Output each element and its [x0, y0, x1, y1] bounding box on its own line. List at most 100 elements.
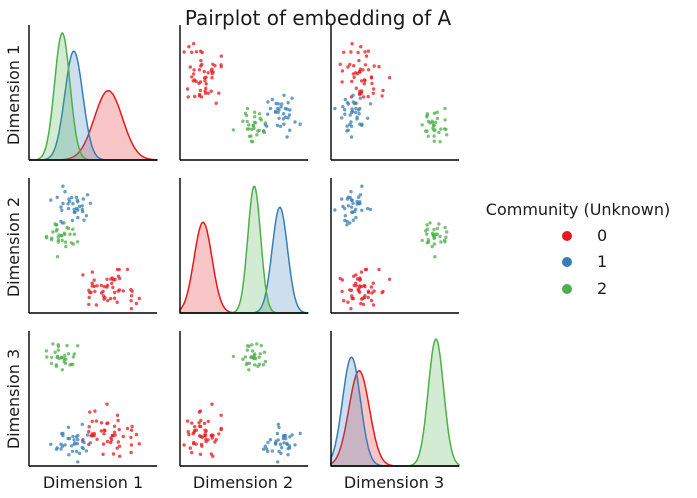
scatter-point-community-0	[371, 91, 375, 96]
scatter-point-community-0	[129, 443, 134, 447]
scatter-point-community-1	[360, 123, 364, 128]
scatter-point-community-0	[90, 432, 95, 436]
scatter-point-community-0	[219, 54, 223, 58]
legend-marker-2	[562, 284, 572, 294]
scatter-point-community-0	[187, 432, 191, 437]
scatter-point-community-1	[59, 447, 63, 451]
scatter-point-community-1	[333, 208, 337, 212]
scatter-point-community-2	[261, 129, 266, 133]
scatter-point-community-0	[186, 95, 190, 99]
scatter-point-community-0	[357, 58, 361, 63]
scatter-point-community-0	[359, 270, 364, 274]
scatter-point-community-0	[338, 276, 342, 281]
scatter-point-community-0	[121, 289, 126, 293]
scatter-point-community-2	[66, 352, 71, 356]
scatter-point-community-1	[288, 128, 292, 132]
scatter-point-community-2	[257, 112, 262, 116]
scatter-point-community-1	[82, 440, 86, 445]
scatter-point-community-0	[129, 299, 133, 303]
scatter-point-community-2	[432, 227, 436, 232]
scatter-point-community-1	[80, 204, 84, 208]
scatter-point-community-0	[93, 409, 97, 413]
scatter-point-community-1	[368, 102, 373, 106]
scatter-point-community-2	[432, 139, 436, 143]
scatter-point-community-0	[197, 81, 201, 86]
scatter-point-community-0	[354, 273, 358, 277]
scatter-point-community-0	[204, 429, 208, 433]
scatter-point-community-1	[67, 453, 71, 457]
scatter-point-community-0	[193, 94, 197, 99]
scatter-point-community-0	[358, 67, 362, 71]
scatter-point-community-0	[108, 296, 113, 301]
scatter-point-community-1	[354, 215, 358, 220]
scatter-point-community-1	[82, 218, 86, 222]
scatter-point-community-1	[61, 201, 65, 206]
scatter-point-community-1	[340, 197, 344, 201]
scatter-point-community-0	[185, 87, 190, 91]
scatter-point-community-1	[351, 218, 355, 222]
scatter-point-community-2	[442, 127, 447, 131]
scatter-point-community-0	[185, 419, 190, 423]
scatter-point-community-0	[358, 284, 362, 288]
scatter-point-community-1	[343, 112, 347, 116]
scatter-point-community-0	[137, 296, 141, 301]
scatter-point-community-2	[65, 343, 69, 348]
scatter-point-community-1	[281, 112, 286, 116]
scatter-point-community-0	[362, 82, 366, 86]
scatter-point-community-0	[361, 95, 366, 99]
scatter-point-community-1	[340, 116, 344, 120]
scatter-point-community-0	[192, 42, 196, 46]
scatter-point-community-1	[348, 195, 352, 200]
scatter-point-community-1	[354, 106, 358, 111]
panel-r1-c2	[179, 25, 308, 161]
scatter-point-community-0	[109, 277, 113, 281]
scatter-point-community-0	[369, 298, 374, 303]
scatter-point-community-1	[286, 101, 290, 105]
scatter-point-community-1	[345, 223, 349, 227]
scatter-point-community-1	[288, 435, 292, 439]
scatter-point-community-2	[426, 134, 430, 138]
scatter-point-community-0	[129, 294, 134, 298]
scatter-point-community-0	[190, 421, 194, 425]
scatter-point-community-2	[432, 111, 437, 116]
scatter-point-community-1	[277, 425, 281, 429]
scatter-point-community-2	[249, 134, 253, 138]
scatter-point-community-2	[247, 368, 251, 372]
scatter-point-community-2	[425, 241, 429, 245]
scatter-point-community-0	[103, 428, 107, 433]
scatter-point-community-2	[76, 240, 80, 244]
scatter-point-community-0	[350, 294, 354, 298]
scatter-point-community-0	[352, 75, 356, 80]
scatter-point-community-1	[293, 120, 297, 124]
scatter-point-community-0	[194, 50, 199, 54]
scatter-point-community-2	[430, 244, 434, 249]
ylabel-dimension-1: Dimension 1	[4, 45, 23, 145]
scatter-point-community-0	[105, 421, 109, 426]
scatter-point-community-0	[190, 50, 194, 54]
scatter-point-community-0	[351, 296, 355, 301]
scatter-point-community-1	[276, 438, 280, 442]
scatter-point-community-0	[102, 284, 107, 289]
scatter-point-community-0	[88, 290, 92, 295]
scatter-point-community-1	[280, 445, 284, 450]
scatter-point-community-0	[129, 435, 133, 440]
scatter-point-community-1	[354, 110, 358, 115]
scatter-point-community-1	[66, 206, 71, 211]
scatter-point-community-1	[368, 207, 373, 212]
scatter-point-community-2	[444, 235, 448, 239]
scatter-point-community-0	[377, 65, 381, 69]
scatter-point-community-2	[44, 349, 49, 353]
scatter-point-community-0	[363, 50, 367, 54]
scatter-point-community-0	[197, 434, 202, 438]
scatter-point-community-0	[362, 283, 366, 288]
scatter-point-community-0	[190, 75, 194, 79]
scatter-point-community-0	[190, 450, 194, 455]
legend-marker-0	[562, 231, 572, 241]
scatter-point-community-2	[435, 110, 439, 114]
scatter-point-community-1	[74, 195, 79, 199]
ylabel-dimension-2: Dimension 2	[4, 197, 23, 297]
scatter-point-community-1	[73, 210, 77, 214]
scatter-point-community-2	[257, 128, 261, 132]
scatter-point-community-0	[105, 285, 109, 289]
scatter-point-community-0	[87, 425, 91, 429]
